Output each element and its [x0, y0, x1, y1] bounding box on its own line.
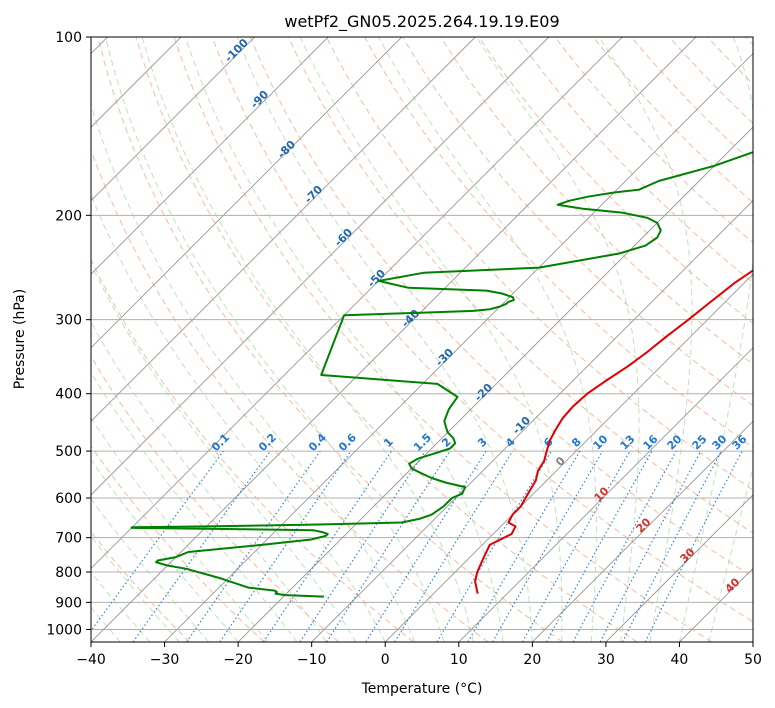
y-axis-label: Pressure (hPa) — [12, 289, 28, 389]
y-tick-label: 500 — [55, 444, 82, 460]
y-axis: 100 200 300 400 500 600 700 800 900 1000 — [46, 30, 91, 638]
x-tick-label: −20 — [223, 652, 253, 668]
moist-adiabat-line — [91, 535, 180, 642]
moist-adiabat-line — [678, 37, 753, 642]
moist-adiabat-line — [141, 37, 474, 642]
mixing-ratio-line — [546, 450, 653, 642]
x-tick-label: 10 — [450, 652, 468, 668]
chart-title: wetPf2_GN05.2025.264.19.19.E09 — [284, 12, 559, 32]
y-tick-label: 200 — [55, 208, 82, 224]
isotherm-line — [311, 199, 753, 642]
plot-frame — [90, 36, 754, 643]
x-tick-label: 40 — [671, 652, 689, 668]
mixing-ratio-line — [132, 450, 271, 642]
mixing-ratio-line — [326, 450, 451, 642]
moist-adiabat-line — [91, 371, 298, 642]
x-tick-label: 20 — [523, 652, 541, 668]
isotherm-line — [91, 37, 476, 423]
mixing-ratio-line — [572, 450, 677, 642]
moist-adiabat-line — [91, 193, 386, 642]
y-tick-label: 1000 — [46, 622, 82, 638]
isotherm-line — [458, 347, 753, 642]
dewpoint-profile-line — [130, 151, 753, 598]
isotherm-line — [531, 420, 753, 642]
y-tick-label: 800 — [55, 565, 82, 581]
x-tick-label: −40 — [76, 652, 106, 668]
y-tick-label: 400 — [55, 387, 82, 403]
dry-adiabat-line — [97, 37, 563, 642]
dry-adiabat-line — [91, 355, 340, 642]
plot-area: -100-90-80-70-60-50-40-30-20-100.1 0.2 0.4… — [91, 37, 753, 642]
moist-adiabat-line — [299, 37, 563, 642]
dry-adiabat-line — [135, 37, 638, 642]
x-tick-label: 30 — [597, 652, 615, 668]
mixing-ratio-line — [91, 450, 224, 632]
moist-adiabat-line — [91, 458, 239, 642]
y-tick-label: 600 — [55, 491, 82, 507]
x-axis-label: Temperature (°C) — [361, 681, 483, 697]
y-tick-label: 700 — [55, 531, 82, 547]
mixing-ratio-line — [394, 450, 514, 642]
isotherm-line — [91, 37, 623, 570]
x-tick-label: 50 — [744, 652, 762, 668]
mixing-ratio-line — [644, 450, 743, 642]
dry-adiabat-line — [287, 37, 753, 534]
isotherm-line — [605, 494, 753, 642]
isotherm-line — [91, 37, 697, 642]
isotherm-line — [91, 37, 329, 275]
dry-adiabat-line — [326, 37, 753, 491]
moist-adiabat-line — [598, 37, 693, 642]
x-tick-label: −30 — [150, 652, 180, 668]
moist-adiabat-line — [105, 37, 445, 642]
x-axis: −40 −30 −20 −10 0 10 20 30 40 50 — [76, 642, 762, 668]
dry-adiabat-line — [91, 445, 265, 642]
mixing-ratio-line — [299, 450, 426, 642]
isotherm-line — [91, 37, 550, 496]
isotherm-line — [237, 126, 753, 642]
moist-adiabat-line — [91, 498, 210, 642]
y-tick-label: 300 — [55, 313, 82, 329]
x-tick-label: −10 — [297, 652, 327, 668]
moist-adiabat-line — [91, 103, 416, 642]
moist-adiabat-line — [708, 466, 753, 642]
mixing-ratio-line — [262, 450, 392, 642]
dry-adiabat-line — [249, 37, 753, 578]
dry-adiabat-line — [211, 37, 753, 623]
isotherm-line — [91, 37, 403, 349]
dry-adiabat-line — [173, 37, 713, 642]
isotherm-line — [91, 37, 256, 202]
temperature-profile-line — [474, 269, 753, 594]
mixing-ratio-line — [521, 450, 631, 642]
y-tick-label: 100 — [55, 30, 82, 46]
y-tick-label: 900 — [55, 595, 82, 611]
moist-adiabat-line — [91, 321, 327, 642]
dry-adiabat-line — [91, 258, 414, 642]
x-tick-label: 0 — [381, 652, 390, 668]
isotherm-line — [164, 52, 753, 642]
isotherm-line — [384, 273, 753, 642]
moist-adiabat-line — [378, 37, 597, 642]
moist-adiabat-line — [91, 263, 357, 642]
mixing-ratio-line — [186, 450, 321, 642]
mixing-ratio-line — [219, 450, 352, 642]
moist-adiabat-line — [91, 416, 268, 642]
moist-adiabat-line — [476, 37, 640, 642]
moist-adiabat-line — [184, 37, 504, 642]
